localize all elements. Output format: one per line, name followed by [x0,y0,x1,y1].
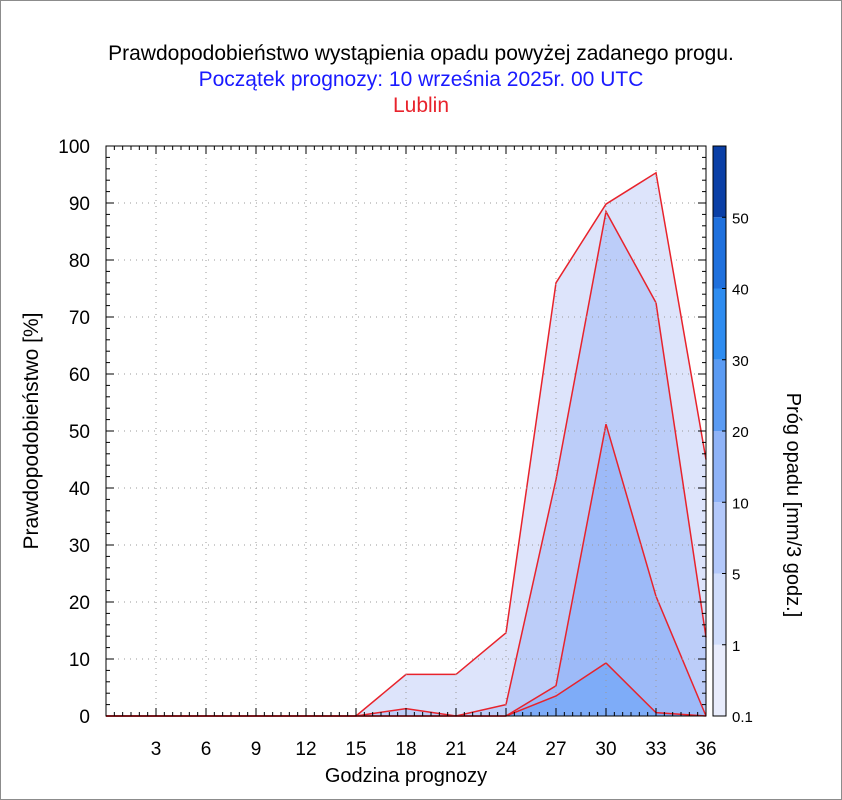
y-tick-label: 70 [69,308,90,329]
x-tick-label: 9 [251,739,262,760]
colorbar-segment [713,288,726,360]
chart-subtitle: Początek prognozy: 10 września 2025r. 00… [198,68,644,91]
colorbar-tick-label: 1 [732,638,740,655]
x-tick-label: 21 [445,739,466,760]
x-tick-label: 3 [151,739,162,760]
grid-layer [106,146,706,716]
y-tick-label: 0 [79,707,90,728]
colorbar-tick-label: 20 [732,424,749,441]
x-axis-label: Godzina prognozy [325,765,487,787]
y-tick-label: 10 [69,650,90,671]
y-tick-label: 30 [69,536,90,557]
x-tick-label: 30 [595,739,616,760]
colorbar-segment [713,359,726,431]
colorbar-tick-label: 0.1 [732,709,753,726]
x-tick-label: 27 [545,739,566,760]
x-tick-label: 12 [295,739,316,760]
colorbar: 0.1 1 5 10 20 30 40 50 [712,145,753,726]
y-tick-label: 90 [69,194,90,215]
colorbar-label: Próg opadu [mm/3 godz.] [782,393,804,618]
x-tick-label: 6 [201,739,212,760]
colorbar-tick-label: 40 [732,282,749,299]
y-tick-label: 40 [69,479,90,500]
colorbar-segment [713,502,726,574]
colorbar-segment [713,644,726,716]
colorbar-tick-label: 30 [732,353,749,370]
area-threshold-10 [106,663,706,716]
y-axis-label: Prawdopodobieństwo [%] [20,313,43,550]
area-threshold-5 [106,424,706,716]
x-tick-label: 33 [645,739,666,760]
chart-title: Prawdopodobieństwo wystąpienia opadu pow… [108,42,734,65]
chart-location: Lublin [392,94,450,117]
y-tick-label: 100 [58,137,90,158]
colorbar-segment [713,431,726,503]
colorbar-tick-label: 50 [732,210,749,227]
x-tick-label: 15 [345,739,366,760]
colorbar-segment [713,573,726,645]
y-tick-label: 20 [69,593,90,614]
x-tick-label: 24 [495,739,517,760]
colorbar-tick-label: 10 [732,495,749,512]
colorbar-segment [713,146,726,218]
y-tick-label: 80 [69,251,90,272]
y-tick-label: 60 [69,365,90,386]
x-tick-label: 36 [695,739,716,760]
area-threshold-1 [106,211,706,716]
colorbar-segment [713,217,726,289]
colorbar-tick-label: 5 [732,567,740,584]
axes-layer: 3 6 9 12 15 18 21 24 27 30 33 360102030405060708090… [58,137,716,760]
x-tick-label: 18 [395,739,416,760]
y-tick-label: 50 [69,422,90,443]
